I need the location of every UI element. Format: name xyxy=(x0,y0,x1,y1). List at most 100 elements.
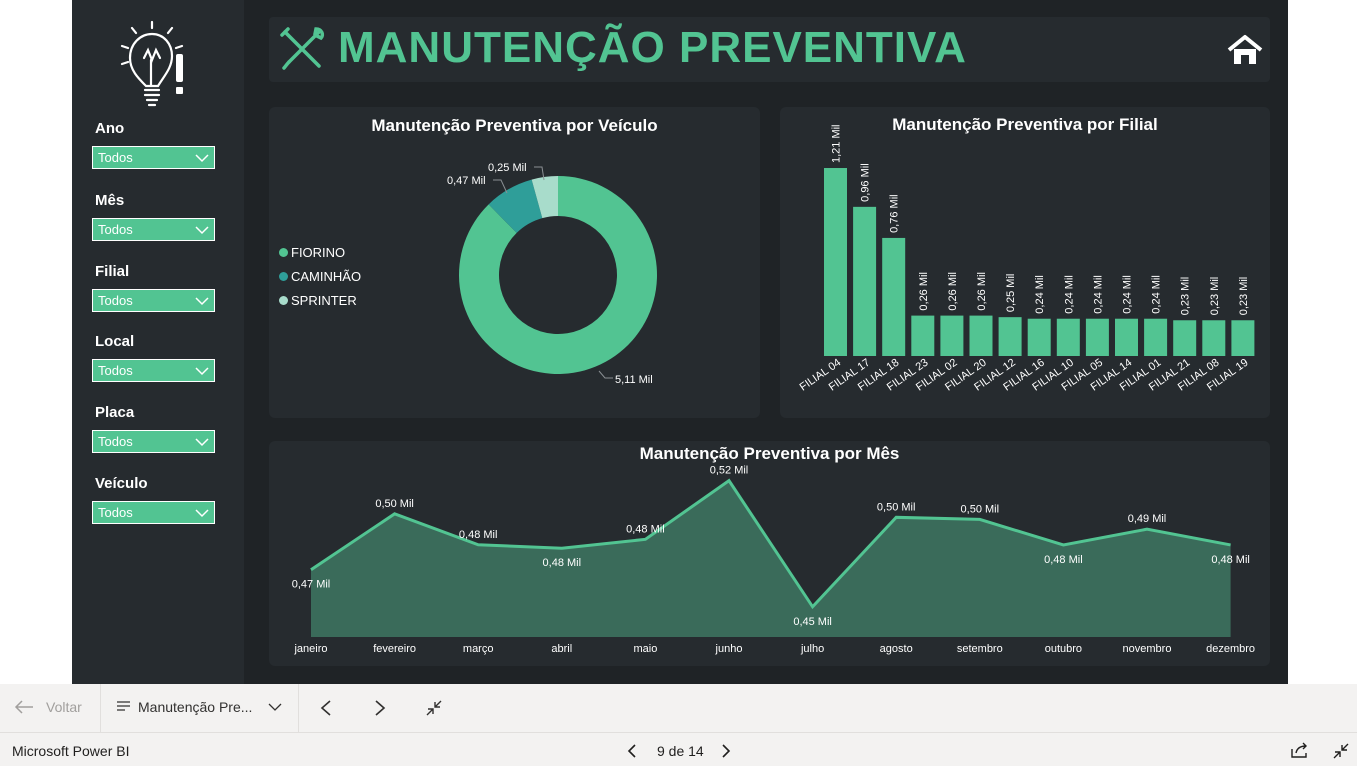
filter-dropdown-filial[interactable]: Todos xyxy=(92,289,215,312)
filter-label-mes: Mês xyxy=(95,192,125,209)
filter-label-local: Local xyxy=(95,333,135,350)
area-category-label: março xyxy=(463,643,494,655)
legend-item-sprinter[interactable]: SPRINTER xyxy=(279,293,357,308)
back-button[interactable]: Voltar xyxy=(14,699,82,715)
area-data-label: 0,48 Mil xyxy=(1044,554,1083,566)
area-category-label: maio xyxy=(633,643,657,655)
legend-item-fiorino[interactable]: FIORINO xyxy=(279,245,345,260)
filter-dropdown-mes[interactable]: Todos xyxy=(92,218,215,241)
chevron-down-icon xyxy=(195,297,209,306)
bar-data-label: 0,26 Mil xyxy=(918,272,930,311)
bar-data-label: 0,24 Mil xyxy=(1092,275,1104,314)
bar[interactable] xyxy=(1231,320,1255,356)
area-category-label: fevereiro xyxy=(373,643,416,655)
area-category-label: novembro xyxy=(1123,643,1172,655)
bar-data-label: 0,76 Mil xyxy=(889,194,901,233)
chevron-right-icon[interactable] xyxy=(373,699,387,717)
arrow-left-icon xyxy=(14,700,33,714)
legend-item-caminhao[interactable]: CAMINHÃO xyxy=(279,269,361,284)
status-bar xyxy=(0,733,1357,766)
bar[interactable] xyxy=(940,315,964,356)
donut-data-label: 0,47 Mil xyxy=(447,175,486,187)
donut-chart-title: Manutenção Preventiva por Veículo xyxy=(371,116,658,135)
chevron-left-icon[interactable] xyxy=(319,699,333,717)
header-bar xyxy=(269,17,1270,82)
bar[interactable] xyxy=(1056,318,1080,356)
bar[interactable] xyxy=(1202,320,1226,356)
bar[interactable] xyxy=(998,317,1022,356)
area-data-label: 0,50 Mil xyxy=(375,498,414,510)
filter-value: Todos xyxy=(98,150,133,165)
filter-label-filial: Filial xyxy=(95,263,130,280)
page-title: MANUTENÇÃO PREVENTIVA xyxy=(338,23,967,72)
area-data-label: 0,45 Mil xyxy=(793,616,832,628)
area-category-label: janeiro xyxy=(293,643,327,655)
area-category-label: agosto xyxy=(880,643,913,655)
legend-dot xyxy=(279,296,288,305)
bar-data-label: 0,23 Mil xyxy=(1238,277,1250,316)
next-page-icon[interactable] xyxy=(720,743,732,759)
bar[interactable] xyxy=(911,315,935,356)
area-data-label: 0,50 Mil xyxy=(961,503,1000,515)
donut-slice-sprinter[interactable] xyxy=(531,176,558,219)
donut-data-label: 5,11 Mil xyxy=(615,374,653,386)
area-chart-title: Manutenção Preventiva por Mês xyxy=(639,444,900,463)
area-data-label: 0,48 Mil xyxy=(1211,554,1250,566)
area-category-label: dezembro xyxy=(1206,643,1255,655)
report-navbar xyxy=(0,684,1357,733)
bar[interactable] xyxy=(1173,320,1197,356)
area-fill xyxy=(311,480,1231,637)
bar[interactable] xyxy=(969,315,993,356)
page-menu-button[interactable]: Manutenção Pre... xyxy=(116,699,282,715)
donut-leader-line xyxy=(534,166,545,181)
area-chart: 0,47 Mil janeiro 0,50 Mil fevereiro 0,48 Mil… xyxy=(292,465,1255,655)
donut-leader-line xyxy=(493,179,508,194)
legend-label: FIORINO xyxy=(291,245,346,260)
donut-data-label: 0,25 Mil xyxy=(488,162,527,174)
filter-value: Todos xyxy=(98,293,133,308)
chevron-down-icon xyxy=(195,154,209,163)
bar-data-label: 0,26 Mil xyxy=(976,272,988,311)
filter-dropdown-ano[interactable]: Todos xyxy=(92,146,215,169)
collapse-icon[interactable] xyxy=(424,698,444,718)
chevron-down-icon xyxy=(195,367,209,376)
filter-label-ano: Ano xyxy=(95,120,125,137)
exit-fullscreen-icon[interactable] xyxy=(1331,741,1351,761)
area-category-label: abril xyxy=(551,643,572,655)
area-category-label: setembro xyxy=(957,643,1003,655)
bar-data-label: 0,23 Mil xyxy=(1180,277,1192,316)
filter-dropdown-local[interactable]: Todos xyxy=(92,359,215,382)
home-icon[interactable] xyxy=(1227,34,1263,66)
share-icon[interactable] xyxy=(1290,741,1310,759)
bar[interactable] xyxy=(882,237,906,356)
page-list-icon xyxy=(117,701,130,711)
donut-slice-fiorino[interactable] xyxy=(459,176,657,374)
filter-label-veiculo: Veículo xyxy=(95,475,148,492)
bar-data-label: 0,24 Mil xyxy=(1122,275,1134,314)
app-name: Microsoft Power BI xyxy=(12,743,130,759)
chevron-down-icon xyxy=(195,509,209,518)
filter-dropdown-placa[interactable]: Todos xyxy=(92,430,215,453)
filter-value: Todos xyxy=(98,222,133,237)
area-line[interactable] xyxy=(310,478,1231,610)
bar[interactable] xyxy=(853,206,877,356)
area-category-label: junho xyxy=(715,643,743,655)
bar[interactable] xyxy=(1144,318,1168,356)
back-label: Voltar xyxy=(46,699,82,715)
filter-value: Todos xyxy=(98,363,133,378)
legend-label: SPRINTER xyxy=(291,293,357,308)
bar-data-label: 0,96 Mil xyxy=(860,163,872,202)
area-data-label: 0,50 Mil xyxy=(877,501,916,513)
legend-label: CAMINHÃO xyxy=(291,269,362,284)
filter-dropdown-veiculo[interactable]: Todos xyxy=(92,501,215,524)
divider xyxy=(298,684,299,732)
bar[interactable] xyxy=(1085,318,1109,356)
page-menu-label: Manutenção Pre... xyxy=(138,699,253,715)
bar[interactable] xyxy=(1115,318,1138,356)
bar[interactable] xyxy=(1027,318,1051,356)
donut-slice-caminhão[interactable] xyxy=(488,179,543,233)
bar[interactable] xyxy=(824,168,847,356)
area-data-label: 0,48 Mil xyxy=(543,557,582,569)
prev-page-icon[interactable] xyxy=(626,743,638,759)
